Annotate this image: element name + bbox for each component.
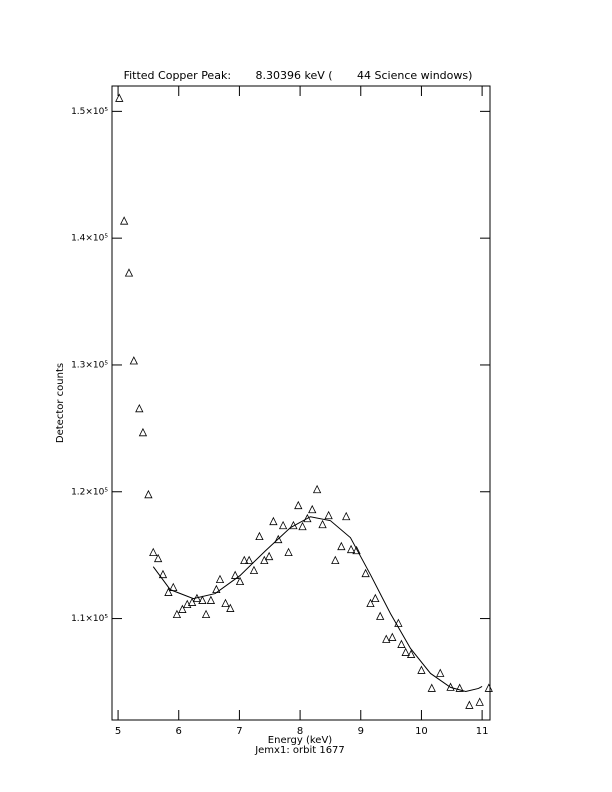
x-tick-label: 7 [236,726,242,737]
data-point [406,649,416,658]
y-tick-label: 1.1×10⁵ [71,614,108,624]
data-point [331,555,340,565]
x-tick-label: 11 [476,726,489,737]
data-point [255,531,264,541]
data-point [149,547,158,557]
data-point [158,569,168,579]
subtitle: Jemx1: orbit 1677 [254,745,345,756]
data-point [346,544,356,554]
fit-line [152,516,483,692]
data-point [240,555,249,565]
data-point [164,587,173,596]
data-point [198,595,207,604]
data-point [135,403,144,413]
data-point [274,534,283,544]
x-axis-label: Energy (keV) [268,735,333,746]
data-point [376,611,385,620]
data-point [129,356,138,365]
data-point [178,604,187,613]
data-point [397,639,406,648]
data-point [308,504,317,514]
data-point [221,598,230,607]
data-point [284,547,293,557]
data-point [366,598,375,607]
data-point [446,682,455,691]
data-point [115,93,124,102]
data-point [318,519,327,529]
data-point [294,500,303,510]
y-tick-label: 1.2×10⁵ [71,487,108,497]
y-tick-label: 1.4×10⁵ [71,234,108,244]
data-point [361,568,370,578]
data-point [436,668,445,677]
data-point [382,634,391,643]
data-point [484,683,493,692]
chart-title: Fitted Copper Peak: 8.30396 keV ( 44 Sci… [124,69,473,82]
data-point [417,665,426,674]
plot-frame [111,85,491,721]
data-point [264,551,274,561]
data-point [235,576,245,586]
data-point [427,683,436,692]
data-point [269,516,278,526]
data-point [119,216,129,225]
data-point [352,545,361,555]
y-tick-label: 1.3×10⁵ [71,360,108,370]
data-point [226,603,235,612]
x-tick-label: 10 [415,726,428,737]
data-point [303,513,312,523]
data-point [371,593,380,603]
data-point [278,520,288,530]
data-point [465,700,474,709]
data-point [455,683,464,692]
data-point [144,489,153,499]
data-point [124,268,134,277]
data-point [215,574,225,584]
data-point [244,555,254,565]
data-point [342,511,351,521]
data-point [206,595,216,604]
data-point [260,555,269,565]
data-point [172,609,182,619]
data-point [388,632,397,641]
data-point [201,609,211,619]
data-point [312,484,322,494]
data-point [475,697,484,706]
y-axis-label: Detector counts [55,363,66,443]
x-tick-label: 5 [115,726,121,737]
x-tick-label: 8 [297,726,303,737]
data-point [187,597,197,606]
data-point [401,647,410,656]
x-tick-label: 9 [358,726,364,737]
data-point [324,510,333,520]
data-point [249,565,259,575]
data-point [298,521,307,531]
data-point [337,541,346,551]
y-tick-label: 1.5×10⁵ [71,107,108,117]
data-point [153,553,163,563]
x-tick-label: 6 [176,726,182,737]
data-point [138,427,148,437]
